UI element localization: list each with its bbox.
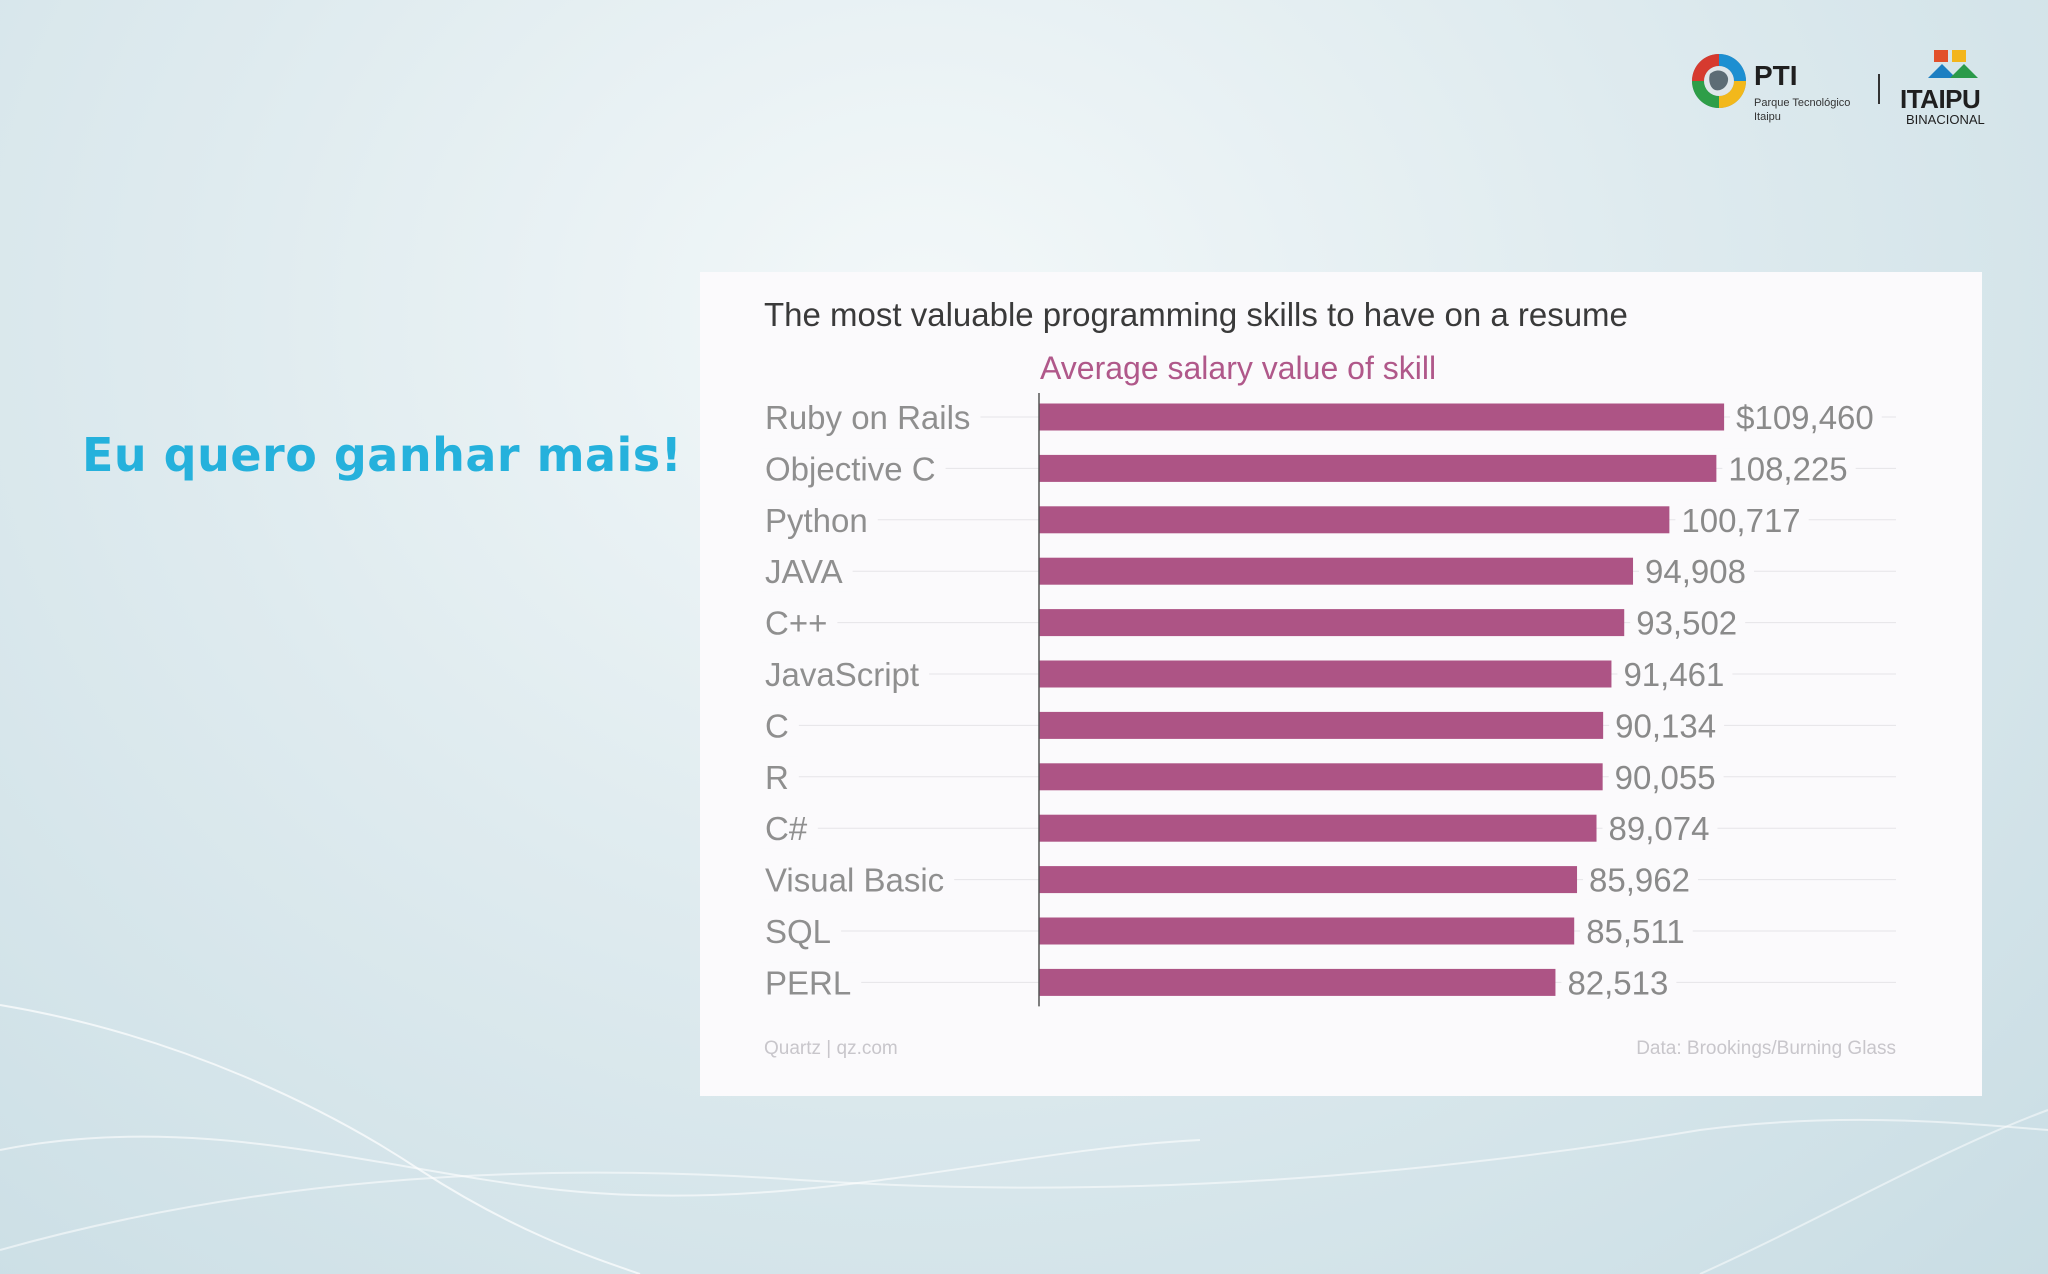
value-backdrop bbox=[1722, 448, 1856, 489]
label-backdrop bbox=[761, 397, 981, 437]
bar bbox=[1039, 403, 1725, 431]
value-backdrop bbox=[1730, 397, 1882, 437]
bar bbox=[1039, 454, 1717, 482]
bar bbox=[1039, 506, 1670, 534]
itaipu-logo-icon bbox=[1928, 50, 1978, 78]
value-backdrop bbox=[1583, 859, 1698, 900]
value-backdrop bbox=[1608, 756, 1724, 797]
page-title: Eu quero ganhar mais! bbox=[82, 428, 683, 482]
label-backdrop bbox=[761, 808, 818, 849]
value-label: 90,055 bbox=[1615, 759, 1716, 796]
chart-credit: Data: Brookings/Burning Glass bbox=[1636, 1038, 1896, 1059]
logos: PTI Parque Tecnológico Itaipu ITAIPU BIN… bbox=[1680, 44, 2020, 144]
label-backdrop bbox=[761, 705, 799, 746]
category-label: SQL bbox=[765, 913, 831, 950]
chart-source: Quartz | qz.com bbox=[764, 1038, 898, 1059]
value-backdrop bbox=[1639, 551, 1754, 592]
value-backdrop bbox=[1580, 911, 1693, 951]
value-label: 93,502 bbox=[1636, 605, 1737, 642]
value-label: 89,074 bbox=[1609, 810, 1710, 847]
label-backdrop bbox=[761, 654, 930, 694]
category-label: JAVA bbox=[765, 553, 843, 590]
value-label: 82,513 bbox=[1567, 964, 1668, 1001]
label-backdrop bbox=[761, 962, 862, 1003]
value-label: 94,908 bbox=[1645, 553, 1746, 590]
label-backdrop bbox=[761, 602, 838, 643]
category-label: C# bbox=[765, 810, 808, 847]
value-label: 108,225 bbox=[1728, 450, 1847, 487]
value-label: 85,511 bbox=[1586, 913, 1684, 950]
value-backdrop bbox=[1617, 654, 1733, 694]
label-backdrop bbox=[761, 756, 799, 797]
bar bbox=[1039, 763, 1603, 791]
value-backdrop bbox=[1630, 602, 1746, 643]
category-label: R bbox=[765, 759, 789, 796]
value-label: 85,962 bbox=[1589, 862, 1690, 899]
pti-subtitle: Parque Tecnológico Itaipu bbox=[1754, 96, 1884, 124]
itaipu-subtitle: BINACIONAL bbox=[1906, 112, 1985, 127]
pti-subtitle-line-2: Itaipu bbox=[1754, 111, 1781, 123]
bar bbox=[1039, 866, 1578, 894]
logo-divider bbox=[1878, 74, 1880, 104]
bar bbox=[1039, 609, 1625, 637]
bar bbox=[1039, 968, 1556, 996]
bar bbox=[1039, 917, 1575, 945]
label-backdrop bbox=[761, 859, 955, 900]
category-label: Ruby on Rails bbox=[765, 399, 970, 436]
category-label: Python bbox=[765, 502, 868, 539]
label-backdrop bbox=[761, 551, 853, 592]
category-label: JavaScript bbox=[765, 656, 919, 693]
category-label: Objective C bbox=[765, 450, 936, 487]
category-label: C++ bbox=[765, 605, 827, 642]
chart-card: Ruby on Rails $109,460 Objective C 108,225 P… bbox=[700, 272, 1982, 1096]
value-backdrop bbox=[1602, 808, 1718, 849]
label-backdrop bbox=[761, 911, 842, 951]
pti-globe-logo bbox=[1692, 54, 1746, 108]
label-backdrop bbox=[761, 448, 946, 489]
value-backdrop bbox=[1675, 499, 1809, 540]
value-label: 91,461 bbox=[1623, 656, 1724, 693]
bar bbox=[1039, 660, 1612, 688]
bar-chart: Ruby on Rails $109,460 Objective C 108,225 P… bbox=[761, 393, 1896, 1007]
value-backdrop bbox=[1561, 962, 1677, 1003]
category-label: Visual Basic bbox=[765, 862, 944, 899]
chart-subtitle: Average salary value of skill bbox=[1040, 350, 1437, 386]
bar bbox=[1039, 711, 1604, 739]
value-label: 100,717 bbox=[1681, 502, 1800, 539]
value-backdrop bbox=[1609, 705, 1725, 746]
bar bbox=[1039, 814, 1597, 842]
category-label: C bbox=[765, 707, 789, 744]
pti-subtitle-line-1: Parque Tecnológico bbox=[1754, 97, 1851, 109]
bar bbox=[1039, 557, 1634, 585]
label-backdrop bbox=[761, 499, 878, 540]
value-label: 90,134 bbox=[1615, 707, 1716, 744]
chart-title: The most valuable programming skills to … bbox=[764, 296, 1628, 333]
itaipu-name: ITAIPU bbox=[1900, 84, 1981, 114]
value-label: $109,460 bbox=[1736, 399, 1874, 436]
pti-name: PTI bbox=[1754, 60, 1798, 91]
category-label: PERL bbox=[765, 964, 851, 1001]
